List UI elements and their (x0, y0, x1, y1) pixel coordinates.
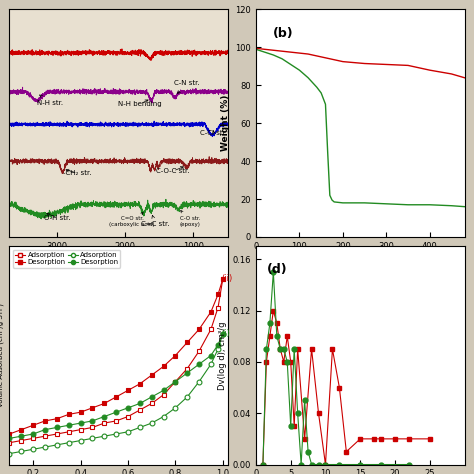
Text: -CH₂ str.: -CH₂ str. (64, 169, 92, 176)
Text: C=O str.
(carboxylic acid): C=O str. (carboxylic acid) (109, 212, 155, 227)
X-axis label: Temperature (°C): Temperature (°C) (317, 256, 404, 265)
Text: (d): (d) (266, 263, 287, 276)
Text: C=C str.: C=C str. (141, 215, 170, 227)
Text: C-Cl str.: C-Cl str. (201, 130, 228, 136)
Text: (b): (b) (273, 27, 293, 40)
Y-axis label: Dv(log d), cm³/g: Dv(log d), cm³/g (218, 321, 227, 390)
Text: (i): (i) (221, 329, 230, 338)
Text: N-H str.: N-H str. (37, 95, 64, 106)
Text: C-N str.: C-N str. (174, 80, 200, 93)
Text: (ii): (ii) (221, 274, 233, 283)
Text: N-H bending: N-H bending (118, 100, 162, 107)
Text: C-O-C str.: C-O-C str. (156, 166, 190, 174)
Y-axis label: Weight (%): Weight (%) (221, 95, 230, 151)
Y-axis label: Volume Adsorbed (cm³/g STP): Volume Adsorbed (cm³/g STP) (0, 303, 4, 408)
X-axis label: Wavenumber (cm⁻¹): Wavenumber (cm⁻¹) (71, 256, 166, 265)
Text: C-O str.
(epoxy): C-O str. (epoxy) (180, 210, 201, 227)
Legend: Adsorption, Desorption, Adsorption, Desorption: Adsorption, Desorption, Adsorption, Deso… (13, 250, 120, 267)
Text: O-H str.: O-H str. (44, 213, 71, 221)
